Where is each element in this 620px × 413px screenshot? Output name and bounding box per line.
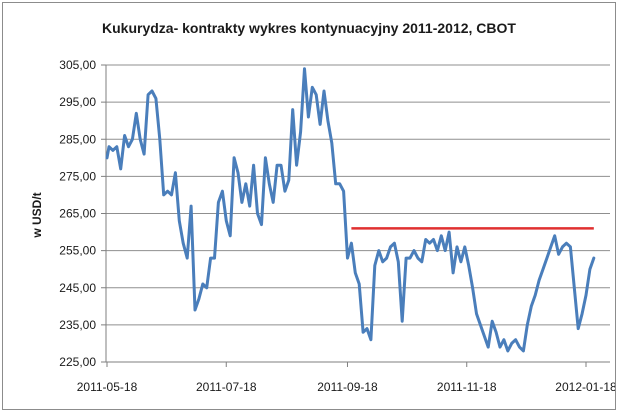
x-tick-label: 2011-11-18 — [437, 380, 497, 394]
x-tick-label: 2012-01-18 — [555, 380, 615, 394]
x-tick-label: 2011-05-18 — [77, 380, 138, 394]
y-tick-label: 235,00 — [59, 318, 96, 332]
x-axis-ticks: 2011-05-18 2011-07-18 2011-09-18 2011-11-18… — [77, 362, 615, 394]
y-tick-label: 285,00 — [59, 132, 96, 146]
y-tick-label: 265,00 — [59, 207, 96, 221]
y-axis-ticks: 305,00 295,00 285,00 275,00 265,00 255,00 245,… — [59, 58, 106, 369]
chart-title: Kukurydza- kontrakty wykres kontynuacyjn… — [102, 20, 516, 36]
y-tick-label: 245,00 — [59, 281, 96, 295]
line-chart: Kukurydza- kontrakty wykres kontynuacyjn… — [30, 20, 615, 394]
chart-frame: Kukurydza- kontrakty wykres kontynuacyjn… — [2, 2, 616, 410]
gridlines — [105, 64, 610, 363]
y-tick-label: 275,00 — [59, 169, 96, 183]
x-tick-label: 2011-07-18 — [196, 380, 257, 394]
x-tick-label: 2011-09-18 — [317, 380, 378, 394]
y-tick-label: 225,00 — [59, 355, 96, 369]
y-axis-label: w USD/t — [30, 192, 44, 238]
series-line — [105, 67, 596, 353]
y-tick-label: 255,00 — [59, 244, 96, 258]
series-group — [105, 67, 596, 353]
y-tick-label: 295,00 — [59, 95, 96, 109]
y-tick-label: 305,00 — [59, 58, 96, 72]
